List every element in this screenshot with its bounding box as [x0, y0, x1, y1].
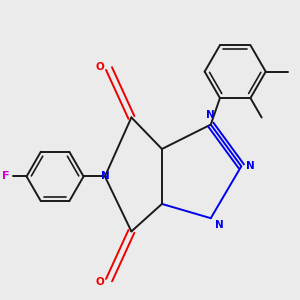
- Text: N: N: [100, 172, 109, 182]
- Text: N: N: [206, 110, 215, 121]
- Text: O: O: [95, 277, 104, 287]
- Text: N: N: [215, 220, 224, 230]
- Text: O: O: [95, 61, 104, 72]
- Text: N: N: [246, 161, 255, 171]
- Text: F: F: [2, 172, 9, 182]
